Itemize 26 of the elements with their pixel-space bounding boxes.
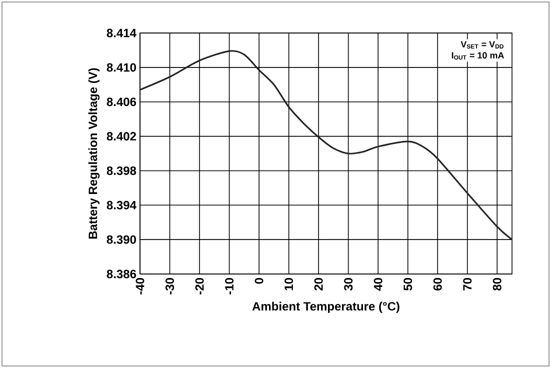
y-tick-label: 8.410: [106, 63, 136, 72]
x-tick-label: 10: [284, 278, 294, 290]
line-series: [139, 50, 513, 240]
annotation: I$_{OUT}$ = 10 mA: [452, 52, 504, 60]
x-tick-label: -20: [195, 278, 204, 294]
x-tick-label: -40: [136, 278, 144, 294]
x-tick-label: -30: [166, 278, 174, 294]
y-tick-label: 8.414: [106, 28, 136, 38]
x-tick-label: 0: [254, 278, 264, 284]
x-tick-label: 80: [492, 278, 502, 291]
y-tick-label: 8.386: [106, 270, 136, 278]
x-tick-label: 40: [374, 278, 382, 291]
x-tick-label: 20: [314, 278, 323, 290]
y-tick-label: 8.390: [106, 235, 136, 244]
y-tick-label: 8.406: [106, 98, 136, 106]
annotation: V$_{SET}$ = V$_{DD}$: [460, 41, 504, 49]
x-tick-label: -10: [225, 278, 234, 294]
x-tick-label: 70: [463, 278, 472, 290]
y-tick-label: 8.398: [106, 166, 136, 175]
y-axis-title: Battery Regulation Voltage (V): [88, 68, 100, 239]
x-tick-label: 30: [344, 278, 353, 291]
x-tick-label: 60: [433, 278, 442, 290]
y-tick-label: 8.394: [106, 200, 136, 210]
x-axis-title: Ambient Temperature (°C): [252, 302, 400, 313]
y-tick-label: 8.402: [106, 132, 136, 141]
x-tick-label: 50: [404, 278, 412, 291]
